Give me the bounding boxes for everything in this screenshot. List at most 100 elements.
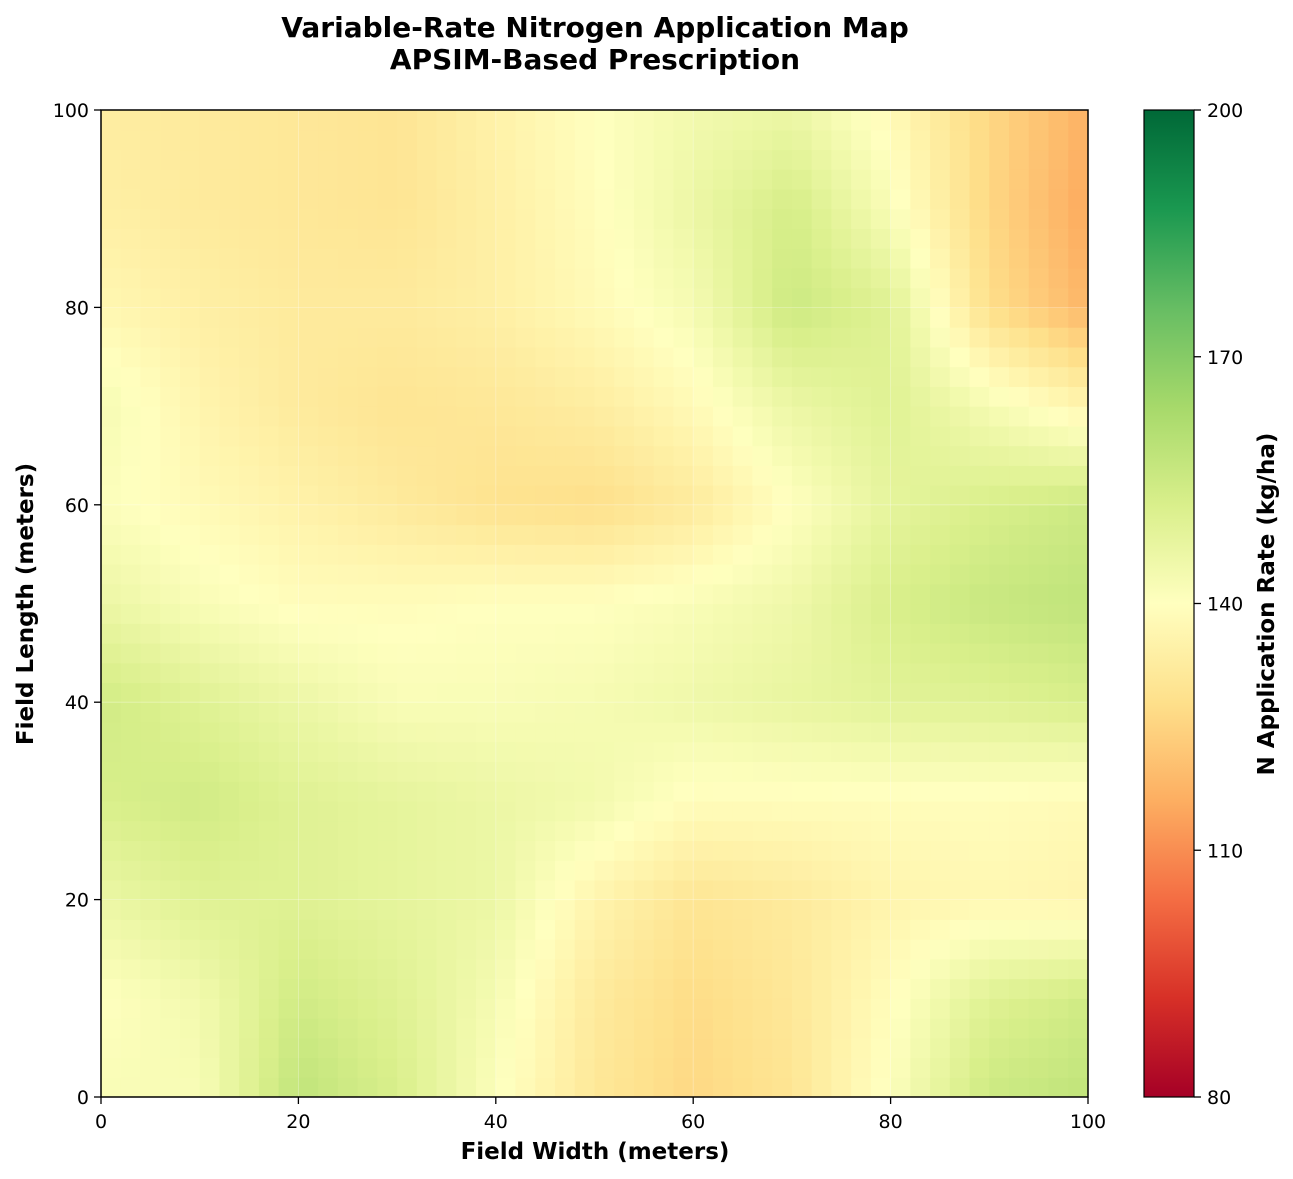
heatmap-cell: [752, 860, 773, 881]
heatmap-cell: [179, 978, 201, 999]
heatmap-cell: [653, 524, 675, 545]
heatmap-cell: [239, 781, 260, 802]
heatmap-cell: [633, 1037, 655, 1059]
heatmap-cell: [949, 721, 971, 743]
heatmap-cell: [179, 267, 201, 289]
heatmap-cell: [693, 721, 714, 743]
heatmap-cell: [594, 248, 615, 269]
heatmap-cell: [199, 919, 221, 940]
heatmap-cell: [614, 899, 635, 920]
heatmap-cell: [140, 129, 161, 151]
heatmap-cell: [673, 761, 694, 782]
heatmap-cell: [791, 267, 813, 289]
heatmap-cell: [436, 721, 457, 743]
heatmap-cell: [910, 267, 931, 289]
heatmap-cell: [140, 1037, 161, 1059]
heatmap-cell: [752, 228, 773, 249]
heatmap-cell: [930, 445, 951, 466]
heatmap-cell: [811, 998, 832, 1019]
heatmap-cell: [101, 564, 122, 585]
heatmap-cell: [949, 1057, 971, 1078]
heatmap-cell: [1009, 248, 1030, 269]
heatmap-cell: [239, 188, 260, 210]
heatmap-cell: [969, 307, 990, 328]
heatmap-cell: [910, 445, 931, 466]
heatmap-cell: [851, 761, 872, 782]
heatmap-cell: [456, 465, 477, 486]
heatmap-cell: [416, 642, 438, 664]
heatmap-cell: [752, 386, 773, 407]
heatmap-cell: [653, 366, 675, 387]
heatmap-cell: [791, 662, 813, 684]
heatmap-cell: [969, 504, 990, 526]
heatmap-cell: [614, 208, 635, 230]
heatmap-cell: [357, 761, 378, 782]
heatmap-cell: [989, 524, 1010, 545]
heatmap-cell: [989, 307, 1010, 328]
heatmap-cell: [870, 761, 892, 782]
heatmap-cell: [535, 267, 556, 289]
heatmap-cell: [436, 642, 457, 664]
heatmap-cell: [179, 1037, 201, 1059]
heatmap-cell: [614, 939, 635, 960]
heatmap-cell: [1009, 662, 1030, 684]
heatmap-cell: [357, 583, 378, 605]
heatmap-cell: [653, 761, 675, 782]
heatmap-cell: [219, 386, 240, 407]
heatmap-cell: [140, 307, 161, 328]
heatmap-cell: [930, 800, 951, 822]
heatmap-cell: [732, 425, 754, 447]
heatmap-cell: [870, 110, 892, 131]
heatmap-cell: [298, 899, 319, 920]
heatmap-cell: [910, 485, 931, 506]
heatmap-cell: [219, 998, 240, 1019]
heatmap-cell: [1048, 840, 1069, 861]
heatmap-cell: [278, 978, 299, 999]
heatmap-cell: [772, 366, 793, 387]
heatmap-cell: [870, 840, 892, 861]
heatmap-cell: [811, 642, 832, 664]
heatmap-cell: [199, 1037, 221, 1059]
heatmap-cell: [258, 169, 280, 190]
heatmap-cell: [535, 544, 556, 565]
heatmap-cell: [673, 267, 694, 289]
heatmap-cell: [298, 603, 319, 624]
heatmap-cell: [456, 504, 477, 526]
heatmap-cell: [791, 228, 813, 249]
heatmap-cell: [278, 366, 299, 387]
heatmap-cell: [120, 781, 142, 802]
heatmap-cell: [515, 642, 536, 664]
heatmap-cell: [791, 840, 813, 861]
heatmap-cell: [732, 662, 754, 684]
heatmap-cell: [989, 564, 1010, 585]
heatmap-cell: [258, 544, 280, 565]
heatmap-cell: [1028, 741, 1050, 763]
heatmap-cell: [318, 287, 339, 308]
heatmap-cell: [1068, 662, 1088, 684]
heatmap-cell: [949, 386, 971, 407]
heatmap-cell: [811, 603, 832, 624]
heatmap-cell: [179, 642, 201, 664]
heatmap-cell: [555, 524, 576, 545]
heatmap-cell: [397, 1037, 418, 1059]
heatmap-cell: [890, 544, 911, 565]
heatmap-cell: [120, 642, 142, 664]
heatmap-cell: [969, 939, 990, 960]
heatmap-cell: [258, 386, 280, 407]
heatmap-cell: [219, 1057, 240, 1078]
heatmap-cell: [752, 702, 773, 723]
heatmap-cell: [476, 564, 497, 585]
heatmap-cell: [653, 939, 675, 960]
heatmap-cell: [851, 307, 872, 328]
heatmap-cell: [930, 741, 951, 763]
heatmap-cell: [515, 998, 536, 1019]
heatmap-cell: [199, 406, 221, 427]
heatmap-cell: [870, 820, 892, 841]
heatmap-cell: [732, 583, 754, 605]
heatmap-cell: [397, 406, 418, 427]
heatmap-cell: [1068, 860, 1088, 881]
heatmap-cell: [1048, 899, 1069, 920]
heatmap-cell: [397, 642, 418, 664]
heatmap-cell: [140, 327, 161, 348]
heatmap-cell: [949, 702, 971, 723]
